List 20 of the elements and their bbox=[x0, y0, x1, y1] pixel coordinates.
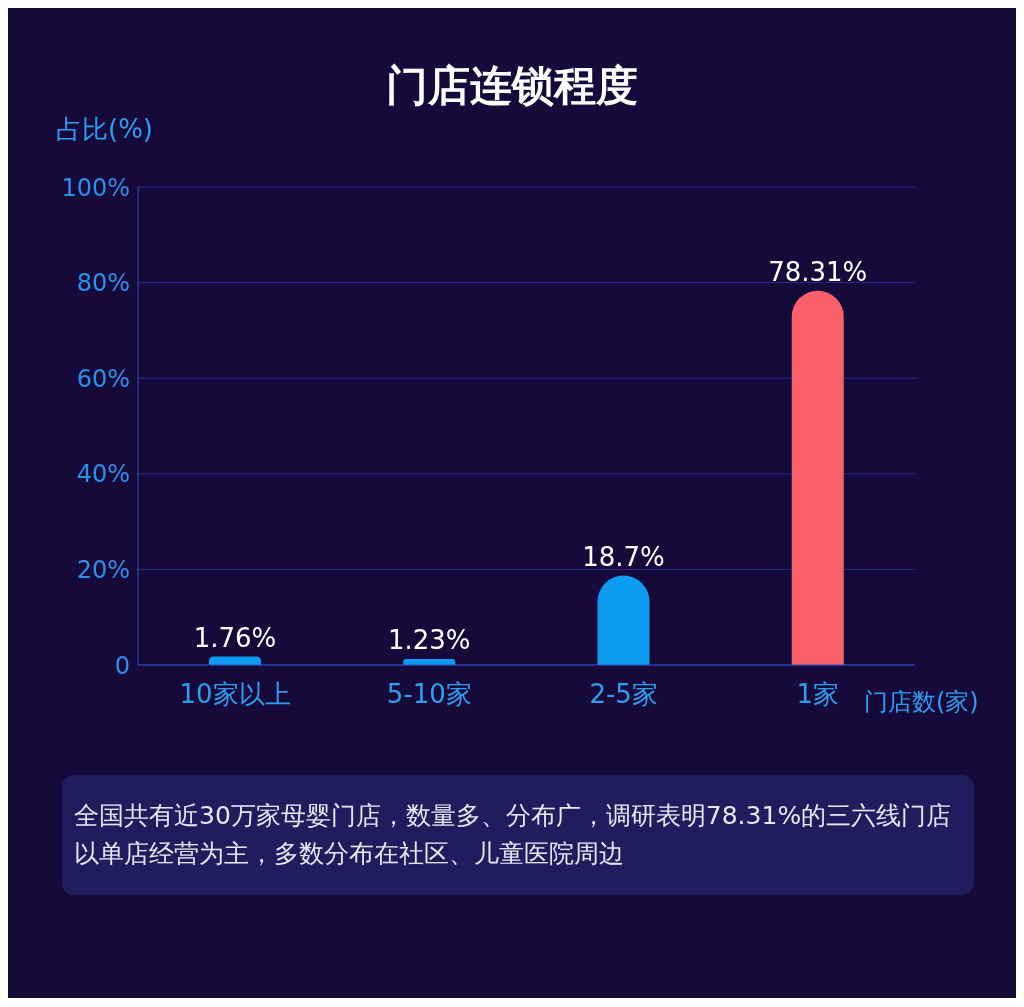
y-tick-label: 60% bbox=[76, 364, 130, 393]
chart-title: 门店连锁程度 bbox=[385, 60, 639, 112]
x-tick-label: 2-5家 bbox=[589, 679, 658, 710]
data-label: 1.23% bbox=[387, 625, 471, 656]
text: 全国共有近30万家母婴门店，数量多、分布广，调研表明78.31%的三六线门店以单店经营为主，多数分布在社区、儿童医院周边 bbox=[62, 775, 974, 895]
data-label: 1.76% bbox=[193, 622, 277, 653]
bar bbox=[791, 290, 844, 665]
data-label: 18.7% bbox=[582, 541, 665, 572]
x-axis-title: 门店数(家) bbox=[864, 687, 979, 718]
y-tick-label: 80% bbox=[76, 269, 130, 298]
y-tick-label: 20% bbox=[76, 555, 130, 584]
bar bbox=[597, 575, 650, 665]
y-tick-label: 40% bbox=[76, 460, 130, 489]
y-tick-label: 0 bbox=[114, 651, 130, 680]
y-axis-title: 占比(%) bbox=[56, 113, 153, 146]
x-tick-label: 1家 bbox=[796, 679, 840, 710]
x-tick-label: 5-10家 bbox=[386, 679, 472, 710]
data-label: 78.31% bbox=[768, 256, 868, 287]
y-tick-label: 100% bbox=[61, 173, 130, 202]
x-tick-label: 10家以上 bbox=[179, 679, 291, 710]
